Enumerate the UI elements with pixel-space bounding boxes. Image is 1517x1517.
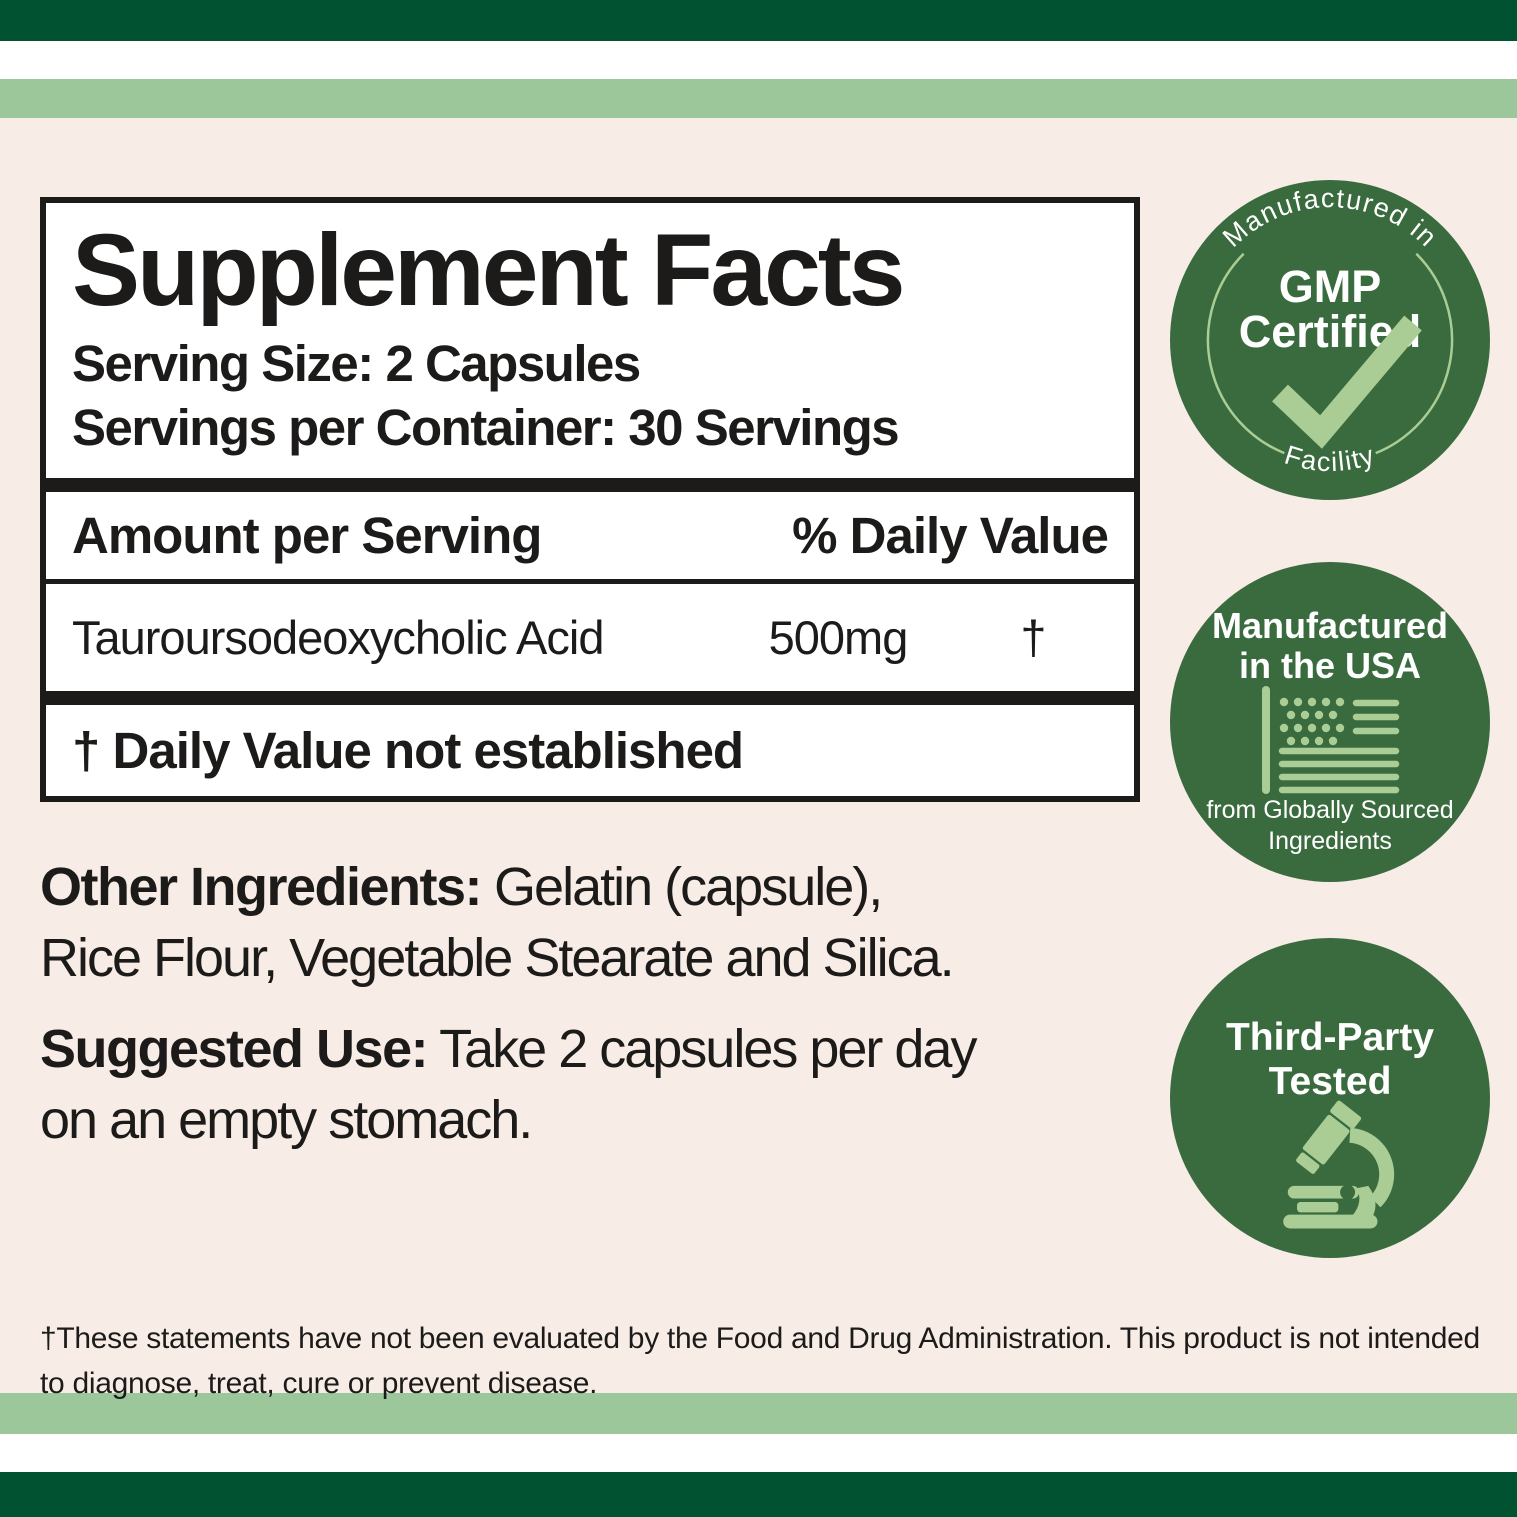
other-ingredients-label: Other Ingredients: <box>40 857 483 917</box>
servings-per-container: Servings per Container: 30 Servings <box>72 398 900 456</box>
gmp-line1: GMP <box>1279 261 1382 312</box>
suggested-use-paragraph: Suggested Use: Take 2 capsules per day o… <box>40 1014 1130 1157</box>
bottom-dark-green-band <box>0 1472 1517 1517</box>
usa-sub-line2: Ingredients <box>1268 827 1392 855</box>
other-ingredients-paragraph: Other Ingredients: Gelatin (capsule), Ri… <box>40 852 1130 995</box>
microscope-icon <box>1283 1100 1395 1229</box>
ingredient-daily-value: † <box>1020 610 1046 664</box>
badge-circle <box>1170 562 1490 882</box>
ingredient-amount: 500mg <box>768 610 909 664</box>
third-party-line2: Tested <box>1269 1060 1392 1103</box>
gmp-certified-badge: Manufactured in GMP Certified Facility <box>1170 180 1490 500</box>
top-light-green-band <box>0 79 1517 118</box>
other-ingredients-line2: Rice Flour, Vegetable Stearate and Silic… <box>40 928 955 989</box>
suggested-use-line1: Suggested Use: Take 2 capsules per day <box>40 1019 977 1079</box>
suggested-use-line1-rest: Take 2 capsules per day <box>427 1019 977 1079</box>
usa-line2: in the USA <box>1239 645 1421 686</box>
top-dark-green-band <box>0 0 1517 41</box>
other-ingredients-line1: Other Ingredients: Gelatin (capsule), <box>40 857 883 917</box>
usa-line1: Manufactured <box>1212 605 1448 646</box>
thick-divider <box>46 477 1134 492</box>
bottom-white-band <box>0 1434 1517 1472</box>
suggested-use-line2: on an empty stomach. <box>40 1090 533 1151</box>
other-ingredients-line1-rest: Gelatin (capsule), <box>481 857 883 917</box>
gmp-inner-arc-left <box>1206 252 1285 455</box>
facts-title-section: Supplement Facts Serving Size: 2 Capsule… <box>46 203 1134 478</box>
thin-divider <box>46 578 1134 584</box>
badge-circle <box>1170 180 1490 500</box>
made-in-usa-badge: Manufactured in the USA from Globally So… <box>1170 562 1490 882</box>
gmp-inner-arc-right <box>1375 252 1454 455</box>
ingredient-row: Tauroursodeoxycholic Acid 500mg † <box>46 584 1134 691</box>
supplement-facts-panel: Supplement Facts Serving Size: 2 Capsule… <box>40 197 1140 802</box>
facts-title: Supplement Facts <box>72 213 906 327</box>
column-amount-per-serving: Amount per Serving <box>72 506 542 564</box>
suggested-use-label: Suggested Use: <box>40 1019 429 1079</box>
daily-value-footnote: † Daily Value not established <box>72 721 744 779</box>
facts-column-header: Amount per Serving % Daily Value <box>46 492 1134 579</box>
fda-disclaimer: †These statements have not been evaluate… <box>40 1322 1480 1400</box>
checkmark-icon <box>1272 315 1422 449</box>
third-party-line1: Third-Party <box>1226 1016 1434 1059</box>
bottom-light-green-band <box>0 1393 1517 1434</box>
top-white-band <box>0 41 1517 79</box>
badge-circle <box>1170 938 1490 1258</box>
ingredient-name: Tauroursodeoxycholic Acid <box>72 610 604 664</box>
column-daily-value: % Daily Value <box>792 506 1109 564</box>
thick-divider <box>46 690 1134 705</box>
usa-sub-line1: from Globally Sourced <box>1206 796 1453 824</box>
third-party-tested-badge: Third-Party Tested <box>1170 938 1490 1258</box>
serving-size: Serving Size: 2 Capsules <box>72 335 641 393</box>
usa-flag-icon <box>1262 686 1400 794</box>
